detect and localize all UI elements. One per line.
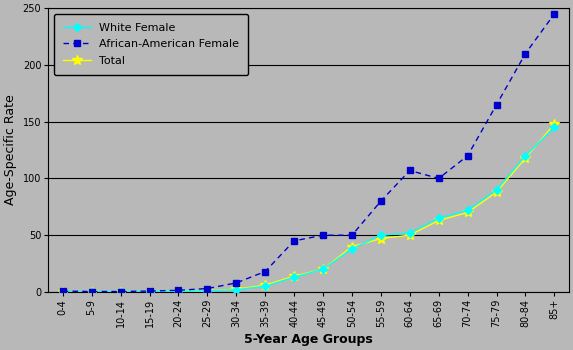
Legend: White Female, African-American Female, Total: White Female, African-American Female, T… [54, 14, 248, 75]
X-axis label: 5-Year Age Groups: 5-Year Age Groups [244, 333, 373, 346]
Y-axis label: Age-Specific Rate: Age-Specific Rate [4, 95, 17, 205]
